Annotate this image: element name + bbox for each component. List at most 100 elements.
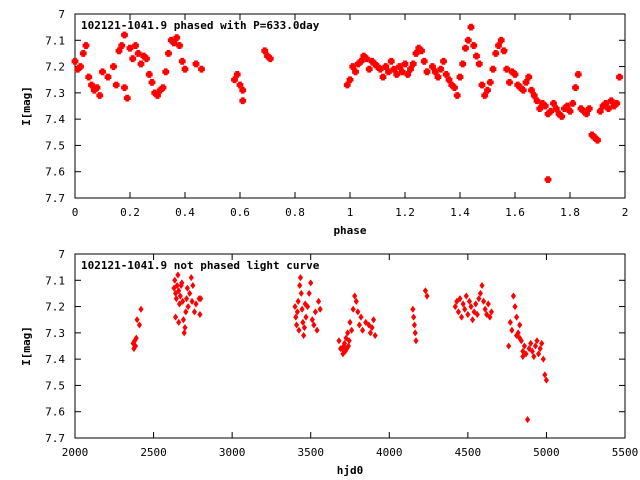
data-point [372,331,378,339]
y-tick-label: 7.5 [45,379,65,392]
data-point [540,355,546,363]
data-point [132,342,139,350]
data-point [136,321,143,329]
data-point [507,318,513,326]
data-point [478,81,486,89]
data-point [112,81,120,89]
data-point [239,97,247,105]
data-point [536,105,544,113]
data-point [410,305,416,313]
data-point [412,329,418,337]
data-point [159,84,167,91]
data-point [312,308,319,316]
data-point [458,313,465,321]
data-point [185,303,191,311]
chart-title: 102121-1041.9 not phased light curve [81,259,320,272]
y-tick-label: 7.4 [45,113,65,126]
data-point [293,313,299,321]
data-point [292,303,298,311]
data-point [543,376,550,384]
data-point [558,113,566,120]
data-point [346,76,354,84]
x-tick-label: 3500 [297,446,324,459]
data-point [121,31,128,39]
plot-frame [74,253,626,439]
data-point [396,63,403,70]
data-point [459,60,467,68]
data-point [469,316,476,324]
data-point [513,313,520,321]
data-point [423,68,431,76]
data-point [341,339,348,347]
data-point [376,65,384,73]
data-point [517,321,523,329]
data-point [295,297,301,305]
data-point [457,295,463,303]
data-point [193,300,199,308]
data-point [456,73,464,81]
data-point [176,300,183,308]
data-point [336,337,342,345]
data-point [174,282,180,290]
data-point [294,308,300,316]
data-point [301,331,307,339]
data-point [266,55,274,63]
data-point [431,68,439,76]
data-point [613,99,621,107]
data-point [352,292,358,300]
data-point [452,303,458,311]
x-tick-label: 4000 [376,446,403,459]
data-point [347,318,353,326]
data-point [523,350,529,358]
data-point [129,55,137,63]
data-point [569,99,577,107]
data-point [513,331,520,339]
data-point [137,60,145,68]
data-point [440,57,447,65]
chart-title: 102121-1041.9 phased with P=633.0day [81,19,320,32]
data-point [453,92,461,99]
x-tick-label: 2 [622,206,629,219]
data-point [500,47,508,55]
data-point [358,313,364,321]
data-point [231,76,238,84]
data-point [191,308,198,316]
data-point [180,297,186,305]
data-point [239,86,247,94]
data-point [298,289,304,297]
data-point [464,36,472,44]
x-tick-label: 1.8 [560,206,580,219]
data-point [233,71,241,78]
data-point [317,305,323,313]
data-point [188,274,194,282]
data-point [485,300,491,308]
data-point [404,71,412,78]
data-point [121,84,128,91]
data-point [171,284,177,292]
data-point [369,324,375,332]
data-point [343,334,349,342]
data-point [353,297,359,305]
y-tick-label: 7.6 [45,406,65,419]
data-point [138,305,144,313]
data-point [616,73,623,81]
data-point [407,65,414,73]
data-point [454,297,460,305]
data-point [173,34,181,42]
x-tick-label: 0 [72,206,79,219]
data-point [179,279,185,287]
data-point [445,76,453,84]
data-point [583,110,590,118]
data-point [528,339,534,347]
data-point [314,326,320,334]
data-point [529,347,535,355]
data-point [379,73,387,81]
data-point [299,305,305,313]
data-point [345,329,351,337]
y-tick-label: 7.2 [45,301,65,314]
data-point [182,324,188,332]
data-point [176,42,183,49]
data-point [385,68,392,76]
data-point [300,318,306,326]
data-point [363,55,370,63]
